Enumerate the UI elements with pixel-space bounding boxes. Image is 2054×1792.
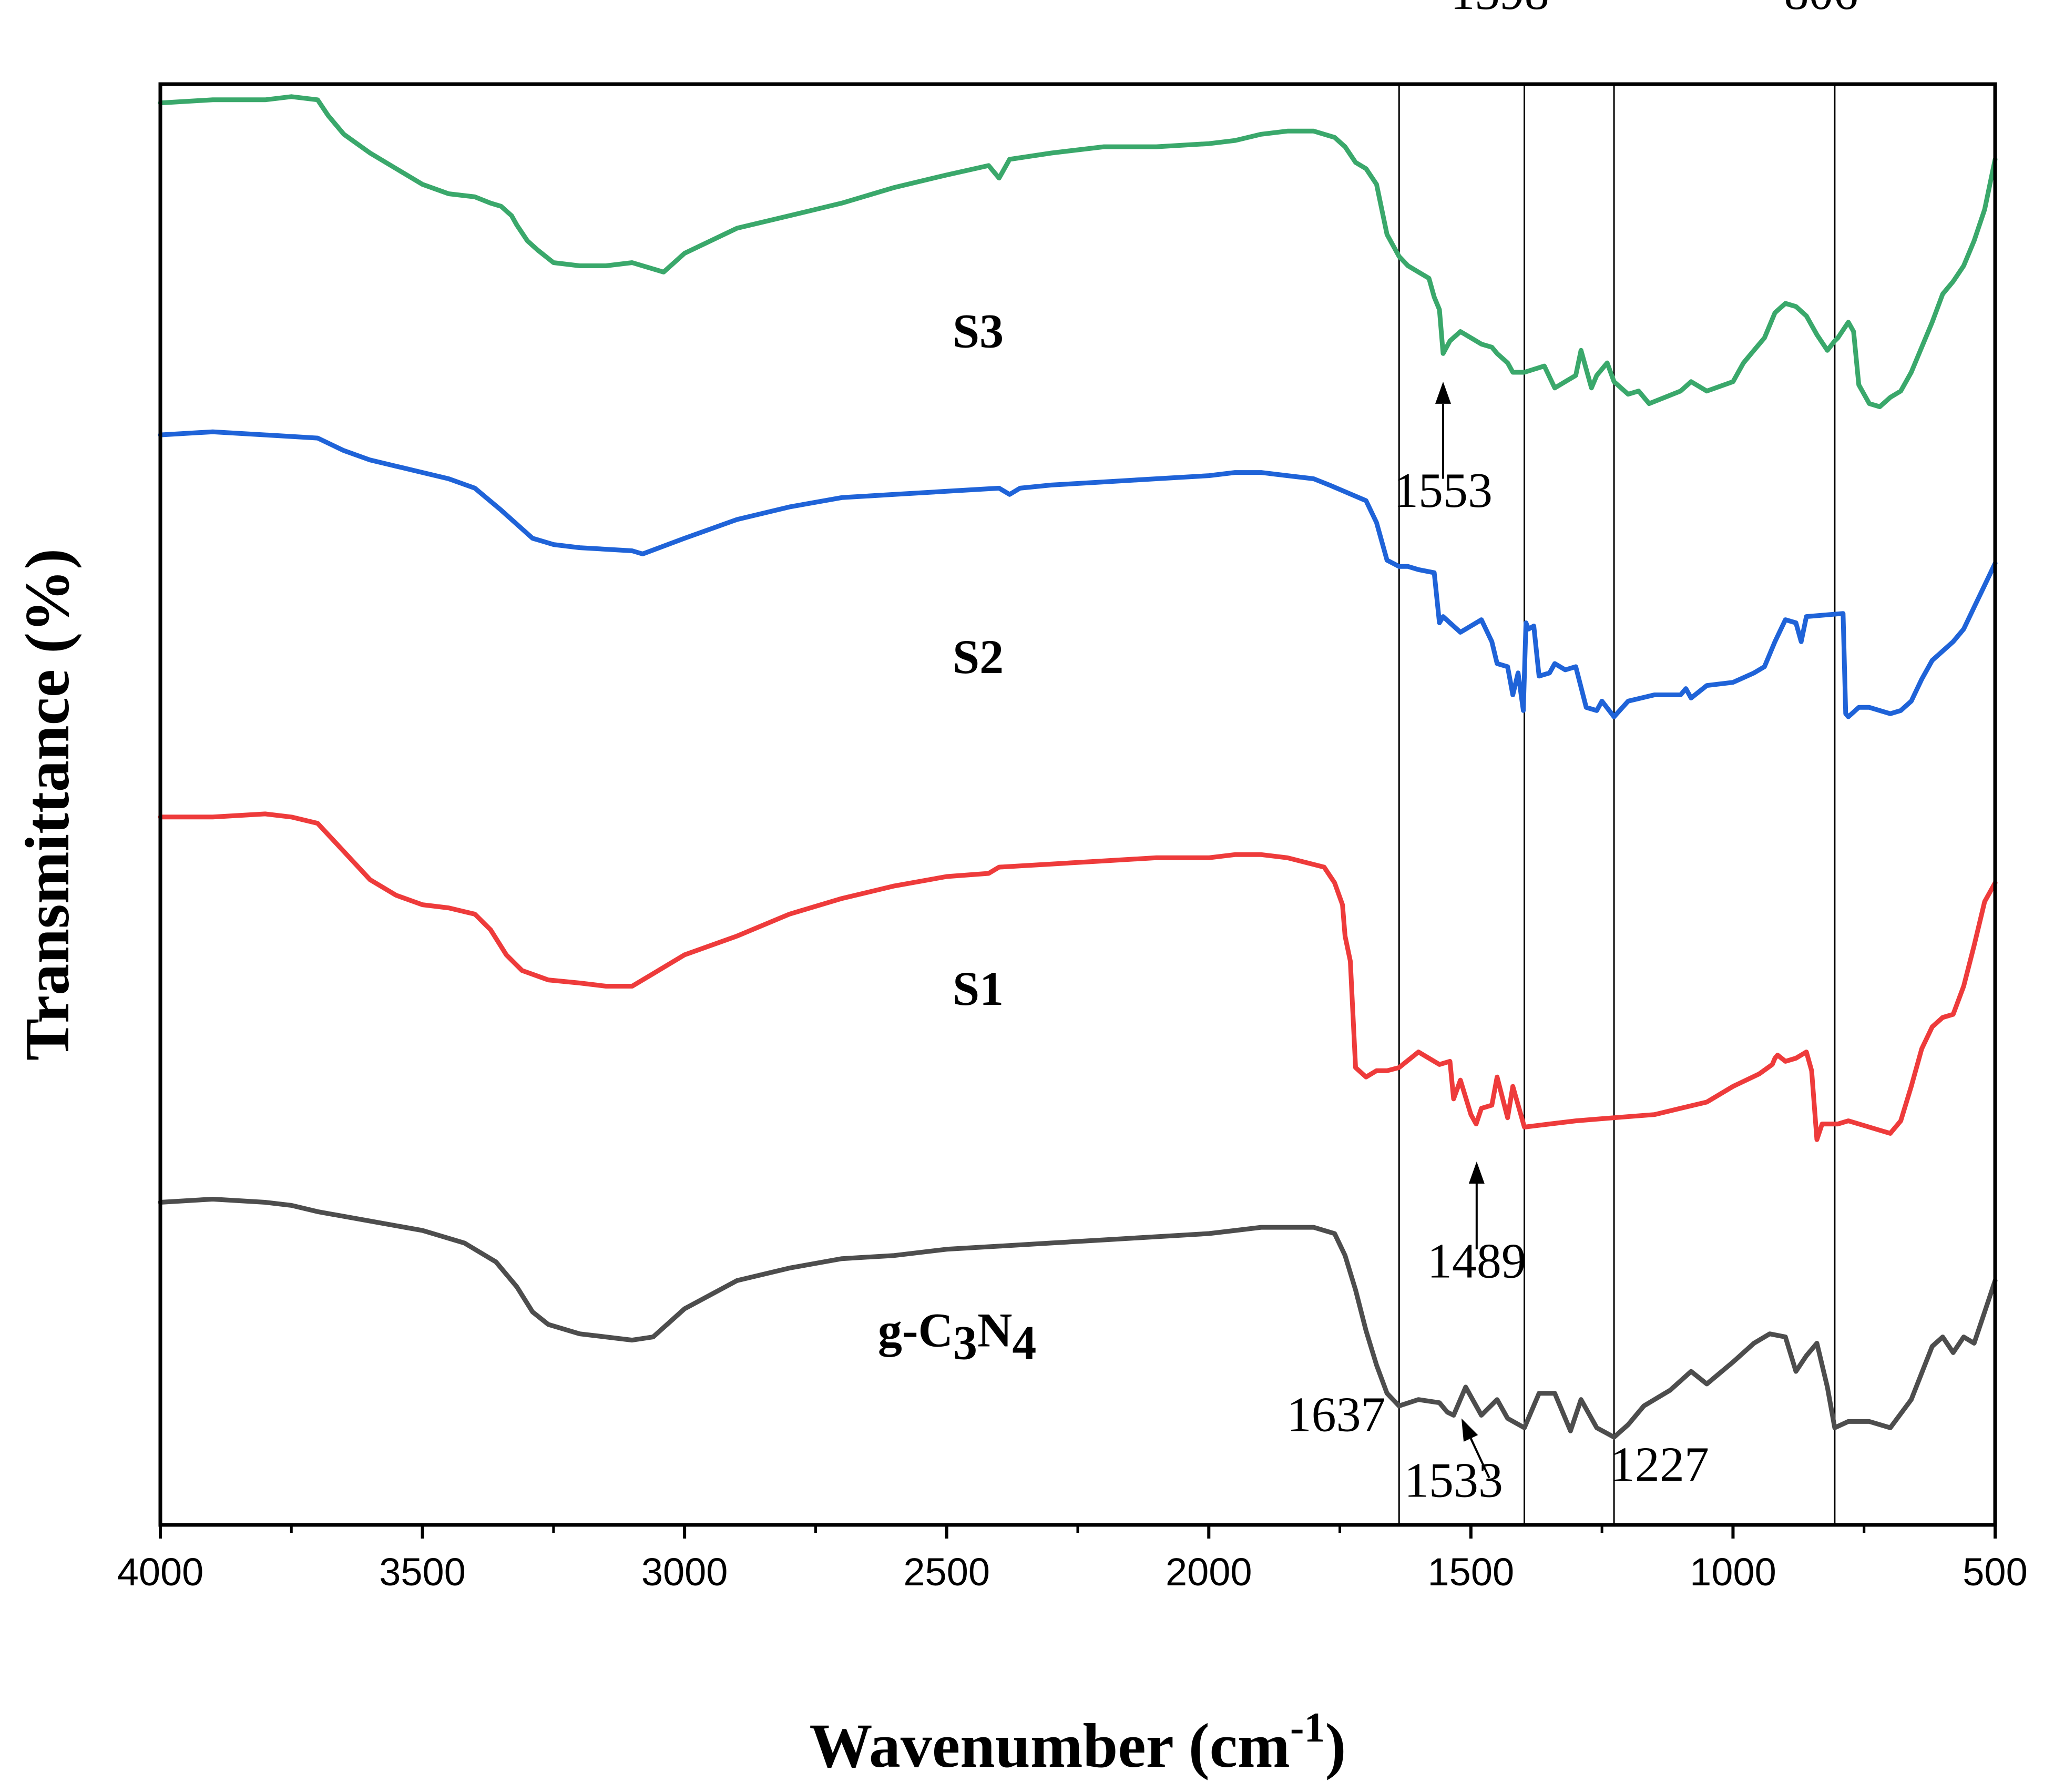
x-tick-label-500: 500 <box>1963 1550 2027 1594</box>
arrow-shaft-1533 <box>1469 1438 1490 1479</box>
x-tick-label-3000: 3000 <box>641 1550 728 1594</box>
x-axis-title-main: Wavenumber (cm <box>810 1710 1290 1780</box>
peak-label-806: 806 <box>1784 0 1858 20</box>
arrow-head-1489 <box>1468 1162 1485 1184</box>
series-layer: g-C3N4 S1 S2 S3 <box>158 94 1998 1440</box>
series-label-g-c3n4: g-C3N4 <box>878 1303 1037 1369</box>
x-tick-label-3500: 3500 <box>379 1550 466 1594</box>
series-label-part: S1 <box>953 962 1004 1015</box>
peak-label-1533: 1533 <box>1404 1453 1503 1508</box>
reference-lines-layer <box>1398 84 1836 1525</box>
arrow-head-1553 <box>1435 381 1452 404</box>
series-line-g-c3n4 <box>158 1197 1998 1440</box>
series-label-part: N <box>977 1303 1012 1357</box>
x-tick-label-2000: 2000 <box>1166 1550 1252 1594</box>
series-line-s3 <box>158 94 1998 409</box>
peak-label-1227: 1227 <box>1610 1438 1709 1492</box>
series-label-part: S2 <box>953 630 1004 684</box>
x-tick-label-1500: 1500 <box>1428 1550 1515 1594</box>
plot-frame <box>158 82 1997 1527</box>
arrow-head-1533 <box>1461 1418 1478 1442</box>
peak-label-1637: 1637 <box>1287 1387 1386 1442</box>
x-axis-title-superscript: -1 <box>1290 1705 1325 1751</box>
x-tick-label-2500: 2500 <box>903 1550 990 1594</box>
series-label-part: 4 <box>1012 1316 1036 1369</box>
series-label-part: 3 <box>953 1316 977 1369</box>
series-line-s1 <box>158 811 1998 1142</box>
series-label-s2: S2 <box>953 630 1004 684</box>
series-label-s1: S1 <box>953 962 1004 1015</box>
peak-label-1398: 1398 <box>1450 0 1549 20</box>
series-label-part: S3 <box>953 304 1004 358</box>
x-tick-label-4000: 4000 <box>117 1550 204 1594</box>
x-axis-title-close: ) <box>1325 1710 1346 1780</box>
series-line-s2 <box>158 429 1998 719</box>
peak-label-1553: 1553 <box>1394 463 1493 518</box>
y-axis-title: Transmittance (%) <box>12 548 82 1061</box>
peak-label-1489: 1489 <box>1427 1234 1526 1288</box>
series-label-s3: S3 <box>953 304 1004 358</box>
annotations-layer: 1553 1489 1533 1637 1227 1398 806 <box>1287 0 1858 1508</box>
x-tick-label-1000: 1000 <box>1690 1550 1776 1594</box>
x-axis-title: Wavenumber (cm-1) <box>810 1705 1346 1780</box>
x-axis-ticks-layer: 4000 3500 3000 2500 2000 1500 1000 500 <box>117 1525 2028 1594</box>
series-label-part: g-C <box>878 1303 953 1357</box>
